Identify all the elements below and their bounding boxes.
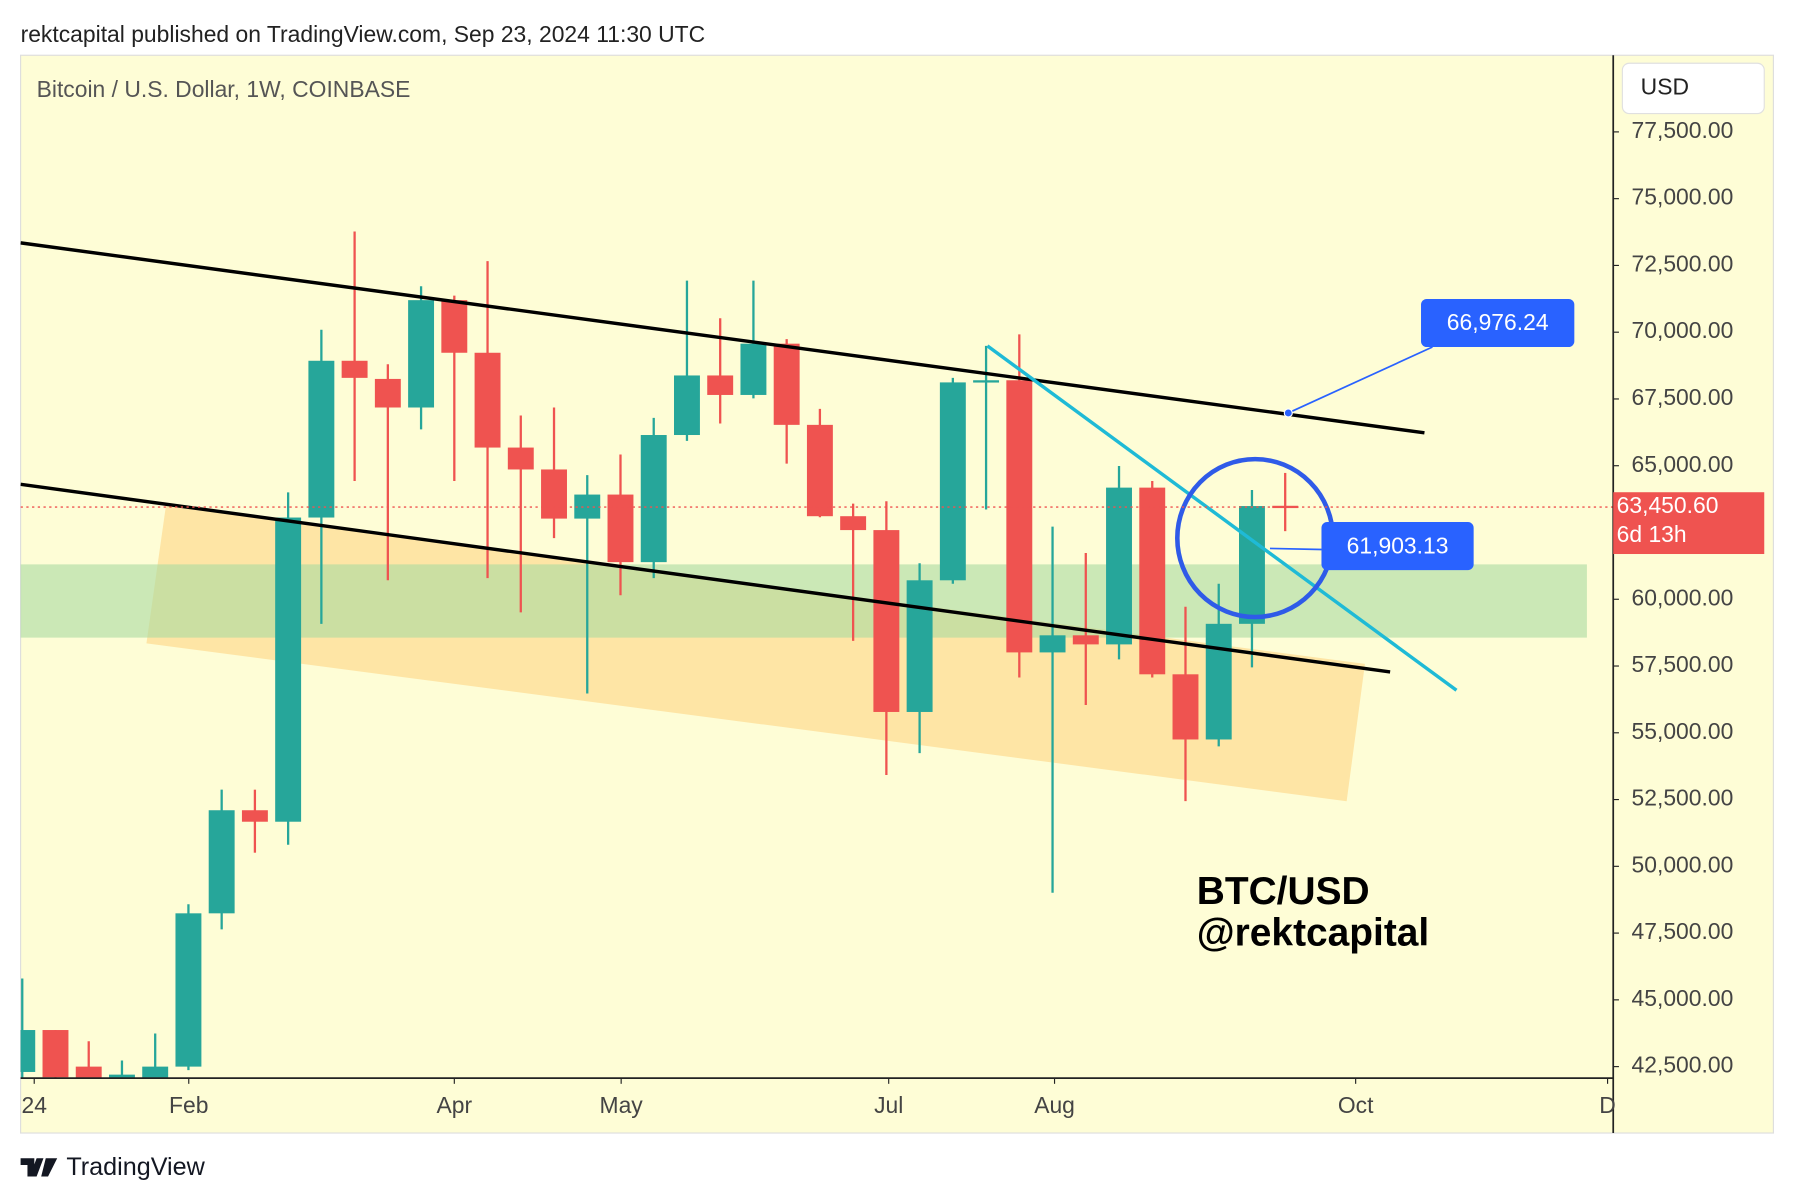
x-tick-label: 24 (21, 1092, 47, 1118)
y-tick-label: 70,000.00 (1632, 317, 1734, 343)
y-tick-label: 75,000.00 (1632, 184, 1734, 210)
candle-body (441, 300, 468, 353)
candle-body (275, 517, 302, 822)
callout-box (1321, 522, 1474, 571)
price-label: 63,450.60 (1617, 492, 1719, 518)
candle-body (241, 810, 268, 822)
candle-body (1072, 635, 1099, 645)
y-tick-label: 72,500.00 (1632, 250, 1734, 276)
candle-body (973, 380, 1000, 383)
overlay: 66,976.24 61,903.13 (20, 298, 1614, 571)
candle-body (208, 810, 235, 914)
y-tick-label: 65,000.00 (1632, 451, 1734, 477)
callout-label: 66,976.24 (1447, 309, 1549, 335)
logo-icon (20, 1158, 58, 1177)
chart-title: Bitcoin / U.S. Dollar, 1W, COINBASE (37, 76, 411, 102)
candle-body (1106, 487, 1132, 645)
candle-body (773, 343, 800, 425)
lower-channel (20, 482, 1391, 674)
y-tick-label: 45,000.00 (1632, 985, 1734, 1011)
candle-body (374, 378, 401, 408)
y-tick-label: 60,000.00 (1632, 584, 1734, 610)
y-tick-label: 55,000.00 (1632, 718, 1734, 744)
candle-body (408, 300, 435, 408)
logo: TradingView (20, 1153, 206, 1181)
candle-body (20, 1030, 36, 1072)
candle-body (175, 913, 202, 1067)
candle-body (42, 1030, 69, 1078)
y-tick-label: 57,500.00 (1632, 651, 1734, 677)
x-tick-label: May (600, 1092, 644, 1118)
candle-body (1139, 487, 1166, 675)
candle-body (1039, 635, 1066, 653)
y-tick-label: 52,500.00 (1632, 785, 1734, 811)
x-tick-label: Jul (874, 1092, 903, 1118)
candle-body (740, 343, 767, 395)
y-tick-label: 77,500.00 (1632, 117, 1734, 143)
callout-line (1269, 547, 1322, 551)
candle-body (142, 1066, 169, 1079)
candle-body (939, 382, 966, 581)
x-tick-label: Apr (437, 1092, 473, 1118)
callout-box (1421, 298, 1575, 348)
candle-body (707, 375, 734, 395)
support-band (20, 564, 1587, 638)
upper-channel (20, 241, 1425, 435)
price-label-box (1613, 492, 1765, 555)
candle-body (1172, 674, 1199, 740)
candle-body (673, 375, 700, 436)
footer: TradingView (66, 1153, 205, 1181)
downtrend-line (986, 344, 1458, 692)
countdown: 6d 13h (1617, 521, 1687, 547)
x-tick-label: D (1599, 1092, 1616, 1118)
candle-body (906, 580, 933, 712)
candle-body (840, 516, 867, 531)
candle-body (75, 1066, 102, 1079)
candle-body (607, 494, 634, 563)
y-tick-label: 42,500.00 (1632, 1052, 1734, 1078)
candle-body (507, 447, 534, 470)
candle-body (308, 360, 335, 518)
candle-body (1238, 506, 1265, 624)
callout-point (1283, 408, 1293, 418)
plot-area: 66,976.24 61,903.13 (20, 231, 1614, 1079)
candle-body (541, 469, 567, 519)
candle-body (1205, 623, 1232, 740)
candle-body (341, 360, 368, 378)
candles (20, 231, 1299, 1079)
candle-body (474, 352, 501, 448)
watermark: @rektcapital (1197, 911, 1429, 954)
x-tick-label: Feb (169, 1092, 208, 1118)
x-tick-label: Aug (1034, 1092, 1075, 1118)
header: rektcapital published on TradingView.com… (21, 21, 706, 47)
candle-body (806, 424, 833, 517)
currency-button[interactable] (1621, 62, 1765, 115)
x-tick-label: Oct (1338, 1092, 1374, 1118)
y-tick-label: 47,500.00 (1632, 918, 1734, 944)
candle-body (1006, 380, 1033, 653)
y-tick-label: 67,500.00 (1632, 384, 1734, 410)
callout-label: 61,903.13 (1347, 532, 1449, 558)
callout-line (1287, 346, 1433, 414)
currency: USD (1641, 73, 1689, 99)
candle-body (873, 530, 900, 712)
y-tick-label: 50,000.00 (1632, 851, 1734, 877)
watermark: BTC/USD (1197, 870, 1370, 913)
candle-body (640, 435, 667, 563)
candle-body (109, 1074, 135, 1079)
